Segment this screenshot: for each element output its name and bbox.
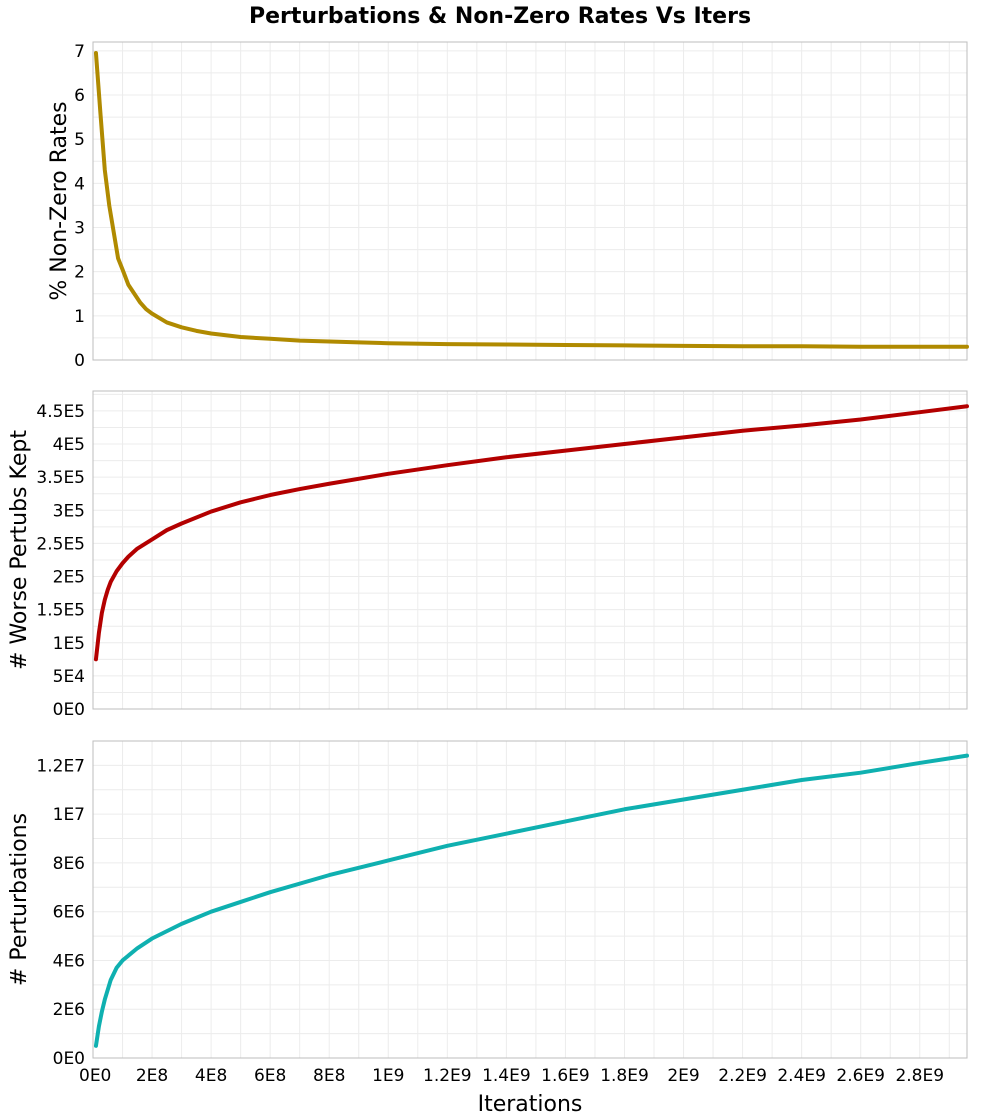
y-tick-label: 3.5E5 xyxy=(36,468,85,488)
x-tick-label: 8E8 xyxy=(313,1066,345,1086)
x-tick-label: 1.4E9 xyxy=(482,1066,531,1086)
plot-frame xyxy=(92,41,968,361)
x-tick-label: 1E9 xyxy=(372,1066,404,1086)
y-tick-label: 4.5E5 xyxy=(36,402,85,422)
x-tick-label: 2.6E9 xyxy=(836,1066,885,1086)
y-tick-label: 4E5 xyxy=(53,435,85,455)
x-tick-label: 2.2E9 xyxy=(718,1066,767,1086)
y-tick-label: 2E5 xyxy=(53,568,85,588)
series-line xyxy=(93,753,969,1048)
x-tick-label: 6E8 xyxy=(254,1066,286,1086)
y-tick-label: 5 xyxy=(74,130,85,150)
chart-panel-1: 0 1 2 3 4 5 6 7 % Non-Zero Rates xyxy=(47,41,969,371)
x-tick-label: 2E8 xyxy=(136,1066,168,1086)
y-tick-label: 2E6 xyxy=(53,1000,85,1020)
x-axis-label: Iterations xyxy=(478,1092,583,1117)
plot-frame xyxy=(92,390,968,710)
figure-title: Perturbations & Non-Zero Rates Vs Iters xyxy=(249,4,751,29)
y-axis-label: % Non-Zero Rates xyxy=(47,101,72,300)
y-tick-label: 1 xyxy=(74,307,85,327)
y-tick-label: 4E6 xyxy=(53,951,85,971)
x-tick-label: 4E8 xyxy=(195,1066,227,1086)
y-tick-label: 4 xyxy=(74,174,85,194)
y-tick-label: 2 xyxy=(74,263,85,283)
x-tick-label: 2.4E9 xyxy=(777,1066,826,1086)
y-tick-label: 0E0 xyxy=(53,1049,85,1069)
y-tick-label: 2.5E5 xyxy=(36,534,85,554)
y-tick-label: 1.5E5 xyxy=(36,601,85,621)
y-tick-label: 6 xyxy=(74,86,85,106)
y-tick-label: 8E6 xyxy=(53,854,85,874)
series-line xyxy=(93,404,969,662)
chart-panel-3: 0E0 2E6 4E6 6E6 8E6 1E7 1.2E7 0E0 2E8 4E8 6E8 8E8 1E… xyxy=(7,740,969,1117)
x-tick-label: 0E0 xyxy=(79,1066,111,1086)
y-tick-label: 0 xyxy=(74,351,85,371)
y-tick-label: 6E6 xyxy=(53,903,85,923)
chart-panel-2: 0E0 5E4 1E5 1.5E5 2E5 2.5E5 3E5 3.5E5 4E5 4.5E5# … xyxy=(7,390,969,720)
grid xyxy=(92,42,967,361)
y-tick-label: 0E0 xyxy=(53,700,85,720)
y-tick-label: 1E7 xyxy=(53,805,85,825)
x-tick-label: 1.6E9 xyxy=(541,1066,590,1086)
x-tick-label: 1.2E9 xyxy=(423,1066,472,1086)
y-axis-label: # Worse Pertubs Kept xyxy=(7,430,32,670)
x-tick-label: 2.8E9 xyxy=(895,1066,944,1086)
plot-frame xyxy=(92,740,968,1059)
y-tick-label: 1.2E7 xyxy=(36,756,85,776)
y-tick-label: 1E5 xyxy=(53,634,85,654)
chart-panels: 0 1 2 3 4 5 6 7 % Non-Zero Rates 0E0 5E4 1E5 1.5E5 2E… xyxy=(7,41,969,1117)
y-tick-label: 3E5 xyxy=(53,501,85,521)
x-tick-label: 1.8E9 xyxy=(600,1066,649,1086)
series-line xyxy=(93,51,969,349)
x-tick-label: 2E9 xyxy=(667,1066,699,1086)
y-tick-label: 7 xyxy=(74,42,85,62)
y-tick-label: 3 xyxy=(74,219,85,239)
grid xyxy=(92,741,967,1059)
y-tick-label: 5E4 xyxy=(53,667,85,687)
y-axis-label: # Perturbations xyxy=(7,813,32,986)
grid xyxy=(92,391,967,710)
